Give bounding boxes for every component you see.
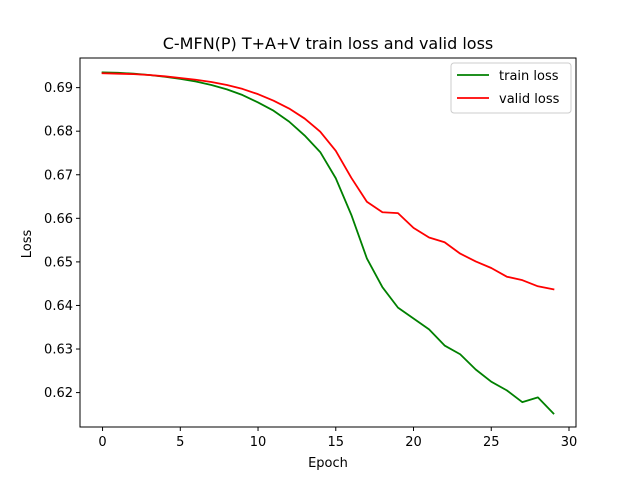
- y-tick-label: 0.64: [44, 299, 73, 314]
- chart-title: C-MFN(P) T+A+V train loss and valid loss: [163, 34, 494, 53]
- y-tick-label: 0.63: [44, 343, 73, 358]
- x-tick-label: 30: [561, 435, 578, 450]
- y-axis-label: Loss: [20, 230, 35, 259]
- plot-frame: [79, 57, 577, 428]
- x-tick-label: 0: [98, 435, 106, 450]
- legend-label-train-loss: train loss: [499, 69, 559, 84]
- x-tick-label: 10: [250, 435, 267, 450]
- x-tick-label: 20: [405, 435, 422, 450]
- x-tick-label: 5: [176, 435, 184, 450]
- y-tick-label: 0.69: [44, 81, 73, 96]
- y-tick-label: 0.67: [44, 168, 73, 183]
- y-tick-label: 0.66: [44, 212, 73, 227]
- y-tick-label: 0.62: [44, 386, 73, 401]
- legend-label-valid-loss: valid loss: [499, 92, 560, 107]
- y-tick-label: 0.68: [44, 125, 73, 140]
- x-axis-label: Epoch: [308, 456, 348, 471]
- y-tick-label: 0.65: [44, 255, 73, 270]
- x-axis: 0 5 10 15 20 25 30: [98, 427, 577, 450]
- y-axis: 0.62 0.63 0.64 0.65 0.66 0.67 0.68 0.69: [44, 81, 80, 401]
- x-tick-label: 25: [483, 435, 500, 450]
- x-tick-label: 15: [328, 435, 345, 450]
- series-layer: [101, 71, 555, 415]
- legend: train loss valid loss: [450, 62, 572, 114]
- series-line-valid-loss: [101, 72, 555, 291]
